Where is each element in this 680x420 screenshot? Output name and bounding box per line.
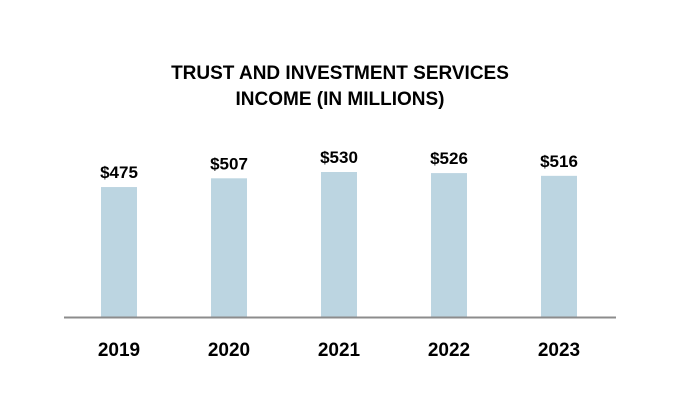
x-tick-label-2020: 2020 (208, 340, 250, 361)
value-labels-group: $475 $507 $530 $526 $516 (100, 148, 578, 182)
bar-2020 (211, 178, 247, 317)
value-label-2022: $526 (430, 149, 468, 168)
x-tick-label-2023: 2023 (538, 340, 580, 361)
bar-2021 (321, 172, 357, 317)
bar-2022 (431, 173, 467, 317)
bars-group (101, 172, 577, 317)
value-label-2021: $530 (320, 148, 358, 167)
chart-title-line-2: INCOME (IN MILLIONS) (235, 89, 445, 110)
bar-2019 (101, 187, 137, 317)
x-tick-labels-group: 2019 2020 2021 2022 2023 (98, 340, 580, 361)
value-label-2019: $475 (100, 163, 138, 182)
x-tick-label-2022: 2022 (428, 340, 470, 361)
x-tick-label-2021: 2021 (318, 340, 361, 361)
chart-title-line-1: TRUST AND INVESTMENT SERVICES (171, 63, 509, 84)
value-label-2020: $507 (210, 154, 248, 173)
bar-2023 (541, 175, 577, 317)
x-tick-label-2019: 2019 (98, 340, 140, 361)
value-label-2023: $516 (540, 152, 578, 171)
